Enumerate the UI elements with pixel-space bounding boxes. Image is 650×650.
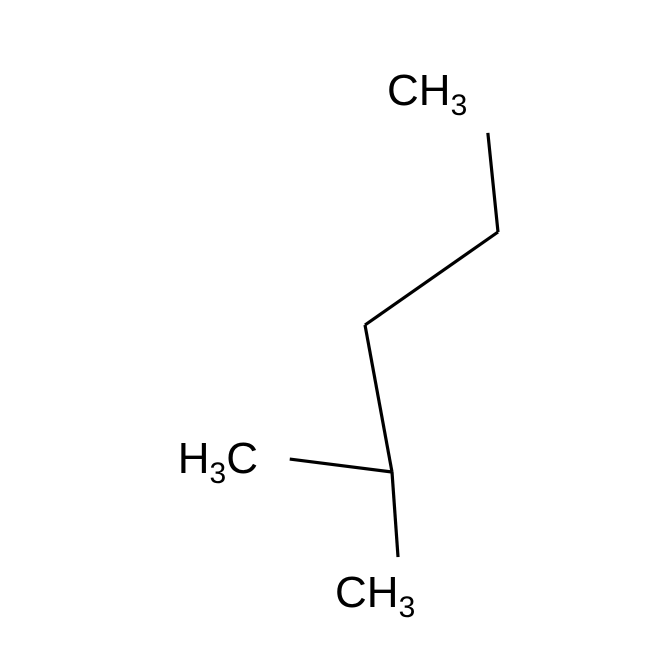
molecule-svg: CH3 H3C CH3 — [0, 0, 650, 650]
bond — [365, 232, 498, 325]
bond — [488, 133, 498, 232]
bond — [365, 325, 392, 472]
atom-label: CH3 — [387, 66, 467, 122]
atom-label: CH3 — [335, 568, 415, 624]
bonds-group — [290, 133, 498, 557]
molecule-diagram: CH3 H3C CH3 — [0, 0, 650, 650]
bond — [392, 472, 398, 557]
atom-label: H3C — [178, 434, 258, 490]
labels-group: CH3 H3C CH3 — [178, 66, 468, 624]
bond — [290, 459, 392, 472]
